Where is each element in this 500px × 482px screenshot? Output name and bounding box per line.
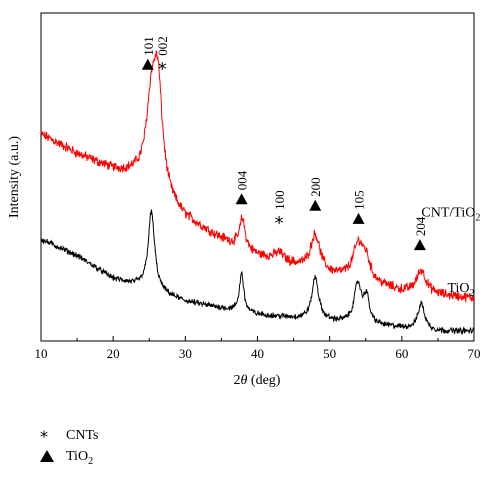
- triangle-marker: [309, 199, 322, 211]
- x-tick-label: 20: [107, 346, 120, 361]
- star-marker: *: [275, 213, 284, 234]
- x-tick-label: 10: [35, 346, 48, 361]
- legend-label-cnts: CNTs: [66, 428, 99, 443]
- peak-hkl-label: 204: [413, 216, 428, 236]
- legend-item-cnts: * CNTs: [40, 425, 98, 447]
- peak-annotation: 101: [141, 36, 156, 70]
- peak-hkl-label: 200: [308, 177, 323, 197]
- triangle-marker: [141, 58, 154, 70]
- peak-hkl-label: 004: [235, 170, 250, 190]
- triangle-marker: [352, 212, 365, 224]
- triangle-marker-icon: [40, 449, 66, 467]
- peak-annotation: 200: [308, 177, 323, 211]
- x-tick-label: 30: [179, 346, 192, 361]
- peak-annotation: 004: [235, 170, 250, 205]
- series-line-tio2: [40, 209, 475, 335]
- x-tick-label: 50: [323, 346, 336, 361]
- triangle-marker: [413, 239, 426, 251]
- y-axis-title: Intensity (a.u.): [7, 136, 22, 218]
- peak-hkl-label: 101: [141, 36, 156, 56]
- x-axis-title: 2θ (deg): [234, 373, 281, 388]
- series-label-tio2: TiO2: [447, 281, 474, 299]
- series-line-cnt-tio2: [40, 50, 475, 303]
- x-tick-label: 70: [468, 346, 481, 361]
- peak-hkl-label: 105: [352, 190, 367, 210]
- legend-label-tio2: TiO2: [66, 449, 94, 467]
- peak-annotation: * 100: [272, 190, 287, 234]
- peak-hkl-label: 002: [155, 36, 170, 56]
- peak-annotation: * 002: [155, 36, 170, 80]
- x-tick-label: 60: [395, 346, 408, 361]
- legend-item-tio2: TiO2: [40, 447, 98, 469]
- series-label-cnt-tio2: CNT/TiO2: [421, 205, 480, 223]
- star-marker: *: [158, 59, 167, 80]
- star-marker-icon: *: [40, 426, 48, 446]
- peak-annotation: 105: [352, 190, 367, 224]
- triangle-marker: [235, 193, 248, 205]
- plot-frame: [40, 12, 475, 342]
- peak-annotation: 204: [413, 216, 428, 251]
- x-tick-label: 40: [251, 346, 264, 361]
- peak-hkl-label: 100: [272, 190, 287, 210]
- legend: * CNTs TiO2: [40, 425, 98, 469]
